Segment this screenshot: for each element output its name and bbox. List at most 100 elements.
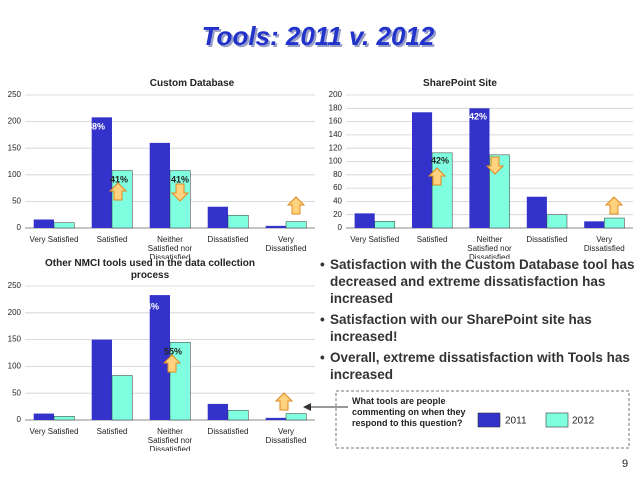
- title-shadow: Tools: 2011 v. 2012: [204, 23, 437, 53]
- bar: [111, 375, 133, 421]
- bullets: • Satisfaction with the Custom Database t…: [320, 257, 635, 383]
- x-tick-label: Very Dissatisfied: [583, 235, 625, 253]
- bar: [207, 403, 228, 420]
- y-tick-label: 150: [8, 335, 22, 344]
- x-tick-label: Very Satisfied: [350, 235, 400, 244]
- annotation: 41%: [110, 174, 128, 184]
- x-tick-label: Very Satisfied: [29, 235, 79, 244]
- legend-label: 2011: [505, 416, 527, 427]
- y-tick-label: 60: [333, 183, 342, 192]
- x-tick-label-box: Very Dissatisfied: [265, 235, 307, 253]
- bar: [412, 112, 433, 228]
- bar: [604, 217, 625, 229]
- bar: [227, 214, 249, 229]
- x-tick-label-box: Neither Satisfied nor Dissatisfied: [147, 235, 193, 259]
- y-tick-label: 50: [12, 197, 21, 206]
- annotation: 48%: [87, 121, 105, 131]
- bar: [584, 221, 605, 228]
- bar: [149, 142, 170, 228]
- bar: [91, 339, 112, 420]
- x-tick-label: Satisfied: [416, 235, 448, 244]
- y-tick-label: 160: [329, 117, 343, 126]
- y-tick-label: 0: [338, 223, 343, 232]
- x-tick-label: Dissatisfied: [207, 235, 249, 244]
- x-tick-label: Neither Satisfied nor Dissatisfied: [147, 427, 193, 451]
- x-tick-label: Neither Satisfied nor Dissatisfied: [467, 235, 512, 259]
- y-tick-label: 250: [8, 90, 22, 99]
- annotation: 41%: [171, 174, 189, 184]
- chart-title-box: SharePoint Site: [423, 78, 497, 89]
- page-number: 9: [622, 458, 628, 470]
- trend-arrow: [605, 196, 623, 215]
- x-tick-label-box: Very Satisfied: [30, 427, 79, 436]
- x-tick-label-box: Satisfied: [97, 427, 128, 436]
- chart-title: Other NMCI tools used in the data collec…: [44, 258, 256, 281]
- y-tick-label: 100: [8, 362, 22, 371]
- x-tick-label-box: Satisfied: [416, 235, 448, 244]
- trend-arrow: [287, 196, 305, 215]
- chart-title: Custom Database: [149, 78, 235, 89]
- y-tick-label: 200: [8, 117, 22, 126]
- bar: [265, 225, 286, 228]
- bar: [526, 196, 547, 228]
- x-tick-label: Satisfied: [96, 235, 128, 244]
- bar: [227, 410, 249, 421]
- y-tick-label: 20: [333, 210, 342, 219]
- y-tick-label: 80: [333, 170, 342, 179]
- y-tick-label: 0: [17, 415, 22, 424]
- y-tick-label: 250: [8, 281, 22, 290]
- x-tick-label-box: Dissatisfied: [526, 235, 568, 244]
- annotation: 42%: [469, 111, 487, 121]
- bar: [53, 415, 75, 421]
- x-tick-label-box: Dissatisfied: [207, 427, 249, 436]
- bar: [285, 221, 307, 229]
- x-tick-label-box: Very Satisfied: [29, 235, 79, 244]
- x-tick-label-box: Very Satisfied: [350, 235, 400, 244]
- bar: [149, 295, 170, 420]
- x-tick-label-box: Neither Satisfied nor Dissatisfied: [467, 235, 512, 259]
- y-tick-label: 150: [8, 143, 22, 152]
- x-tick-label: Neither Satisfied nor Dissatisfied: [147, 235, 193, 259]
- bar: [91, 117, 112, 228]
- bar: [265, 417, 286, 420]
- bar: [53, 222, 75, 229]
- slide-title: Tools: 2011 v. 2012: [202, 21, 435, 51]
- bar: [374, 221, 396, 229]
- y-tick-label: 140: [329, 130, 343, 139]
- x-tick-label-box: Very Dissatisfied: [266, 427, 307, 445]
- y-tick-label: 50: [12, 388, 21, 397]
- trend-arrow: [275, 392, 293, 411]
- x-tick-label-box: Dissatisfied: [207, 235, 249, 244]
- y-tick-label: 100: [8, 170, 22, 179]
- bullet: • Overall, extreme dissatisfaction with T…: [320, 349, 635, 383]
- bar: [207, 206, 228, 228]
- annotation: 64%: [141, 301, 159, 311]
- x-tick-label: Dissatisfied: [526, 235, 568, 244]
- y-tick-label: 100: [329, 157, 343, 166]
- chart-title: SharePoint Site: [423, 78, 497, 89]
- chart-title-box: Custom Database: [149, 78, 235, 89]
- bar: [469, 108, 490, 228]
- bullet: • Satisfaction with the Custom Database t…: [320, 257, 635, 306]
- bullet-text: Satisfaction with our SharePoint site ha…: [330, 312, 592, 344]
- bar: [546, 214, 568, 229]
- y-tick-label: 180: [329, 103, 343, 112]
- annotation: 55%: [164, 346, 182, 356]
- x-tick-label: Dissatisfied: [207, 427, 249, 436]
- note-text: What tools are people commenting on when…: [352, 396, 466, 428]
- bullet-text: Satisfaction with the Custom Database to…: [330, 257, 635, 306]
- bar: [285, 413, 307, 421]
- x-tick-label: Very Dissatisfied: [265, 235, 307, 253]
- chart-title-box: Other NMCI tools used in the data collec…: [44, 258, 256, 281]
- bar: [354, 213, 375, 228]
- bar: [33, 413, 54, 420]
- y-tick-label: 40: [333, 197, 342, 206]
- bar: [33, 219, 54, 228]
- bullet-text: Overall, extreme dissatisfaction with To…: [330, 350, 630, 382]
- legend-swatch: [545, 412, 569, 428]
- y-tick-label: 0: [17, 223, 22, 232]
- x-tick-label-box: Neither Satisfied nor Dissatisfied: [147, 427, 193, 451]
- annotation: 42%: [431, 155, 449, 165]
- legend-box: [335, 390, 630, 449]
